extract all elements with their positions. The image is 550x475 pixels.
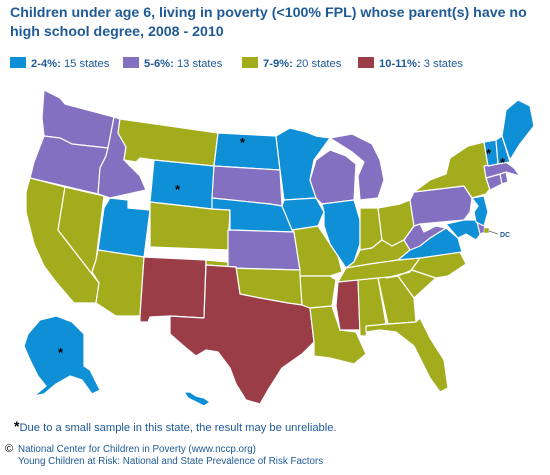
- state-mo: [291, 225, 343, 277]
- star-nh: *: [500, 155, 506, 170]
- state-nd: [213, 132, 281, 171]
- legend-range: 10-11%:: [379, 58, 421, 70]
- state-mn: [275, 127, 331, 201]
- state-ks: [227, 229, 301, 271]
- legend-count: 13 states: [173, 58, 223, 70]
- legend-count: 15 states: [60, 58, 110, 70]
- state-fl: [365, 317, 449, 393]
- legend-count: 3 states: [420, 58, 463, 70]
- state-mt: [117, 118, 219, 167]
- legend-swatch-blue: [10, 57, 26, 68]
- footnote-text: Due to a small sample in this state, the…: [19, 422, 337, 434]
- legend-item-2-4: 2-4%: 15 states: [10, 57, 109, 73]
- star-ak: *: [58, 345, 64, 360]
- map-title: Children under age 6, living in poverty …: [10, 4, 530, 42]
- footnote: *Due to a small sample in this state, th…: [14, 418, 337, 434]
- dc-leader-line: [488, 230, 499, 235]
- title-line-1: Children under age 6, living in poverty …: [10, 5, 527, 21]
- credit-line-1: National Center for Children in Poverty …: [18, 444, 256, 455]
- state-mi: [329, 133, 385, 201]
- state-nc: [385, 251, 467, 279]
- copyright-symbol: ©: [5, 443, 14, 455]
- state-wv: [403, 223, 447, 251]
- state-la: [309, 305, 367, 365]
- credit: © National Center for Children in Povert…: [5, 443, 324, 468]
- state-ar: [299, 275, 337, 309]
- state-az: [91, 249, 145, 317]
- state-nm: [139, 256, 207, 323]
- state-tx: [169, 264, 315, 405]
- legend-item-7-9: 7-9%: 20 states: [242, 57, 341, 73]
- state-md: [445, 219, 483, 241]
- legend-range: 7-9%:: [263, 58, 293, 70]
- star-vt: *: [486, 146, 492, 161]
- state-me: [501, 99, 535, 161]
- us-map: DC * * * * *: [23, 89, 535, 407]
- legend-swatch-red: [358, 57, 374, 68]
- legend: 2-4%: 15 states 5-6%: 13 states 7-9%: 20…: [10, 57, 540, 73]
- state-nj: [471, 195, 489, 227]
- state-hi: [183, 391, 211, 407]
- state-ut: [97, 197, 151, 258]
- legend-swatch-olive: [242, 57, 258, 68]
- footnote-star: *: [14, 418, 20, 434]
- state-ms: [335, 279, 361, 331]
- state-dc: [483, 227, 490, 234]
- title-line-2: high school degree, 2008 - 2010: [10, 24, 224, 40]
- legend-item-10-11: 10-11%: 3 states: [358, 57, 463, 73]
- star-wy: *: [175, 182, 181, 197]
- legend-count: 20 states: [292, 58, 342, 70]
- legend-range: 5-6%:: [144, 58, 174, 70]
- credit-line-2: Young Children at Risk: National and Sta…: [18, 456, 324, 467]
- state-nh: [495, 135, 511, 165]
- state-wi: [309, 149, 357, 205]
- star-nd: *: [240, 135, 246, 150]
- legend-item-5-6: 5-6%: 13 states: [123, 57, 222, 73]
- state-wy: [149, 159, 215, 210]
- state-ak: [23, 315, 101, 397]
- legend-range: 2-4%:: [31, 58, 61, 70]
- legend-swatch-purple: [123, 57, 139, 68]
- dc-label: DC: [500, 232, 510, 239]
